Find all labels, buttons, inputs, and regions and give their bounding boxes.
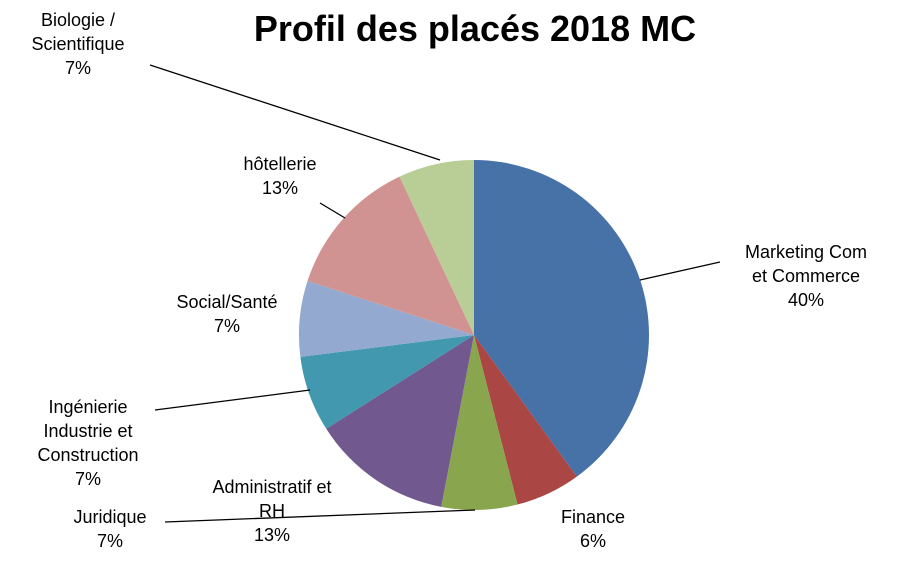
value-label: 7% (96, 531, 123, 551)
pie-slice (326, 335, 474, 507)
pie-slice (474, 160, 649, 477)
category-label: hôtellerie (243, 154, 317, 174)
slice-label: Administratif et RH 13% (202, 475, 342, 547)
category-label: Juridique (73, 507, 147, 527)
value-label: 7% (213, 316, 240, 336)
value-label: 13% (253, 525, 291, 545)
pie-slice (300, 335, 474, 429)
chart-title: Profil des placés 2018 MC (253, 8, 697, 49)
leader-line (319, 202, 346, 219)
pie-slice (399, 160, 474, 335)
value-label: 6% (579, 531, 606, 551)
pie-slice (307, 176, 474, 335)
value-label: 7% (64, 58, 91, 78)
leader-line (154, 389, 311, 411)
category-label: Social/Santé (176, 292, 278, 312)
category-label: Ingénierie Industrie et Construction (37, 397, 139, 465)
slice-label: Biologie / Scientifique 7% (13, 8, 143, 80)
slice-label: Juridique 7% (50, 505, 170, 553)
category-label: Marketing Com et Commerce (744, 242, 868, 286)
value-label: 40% (787, 290, 825, 310)
pie-slice (474, 335, 577, 505)
slice-label: Ingénierie Industrie et Construction 7% (23, 395, 153, 491)
category-label: Administratif et RH (212, 477, 332, 521)
value-label: 7% (74, 469, 101, 489)
leader-line (639, 261, 721, 281)
category-label: Biologie / Scientifique (31, 10, 125, 54)
pie-slice (441, 335, 518, 510)
slice-label: hôtellerie 13% (210, 152, 350, 200)
value-label: 13% (261, 178, 299, 198)
slice-label: Marketing Com et Commerce 40% (736, 240, 876, 312)
category-label: Finance (560, 507, 626, 527)
slice-label: Finance 6% (533, 505, 653, 553)
leader-line (149, 64, 441, 161)
leader-line (164, 509, 476, 523)
slice-label: Social/Santé 7% (157, 290, 297, 338)
pie-slice (299, 280, 474, 357)
